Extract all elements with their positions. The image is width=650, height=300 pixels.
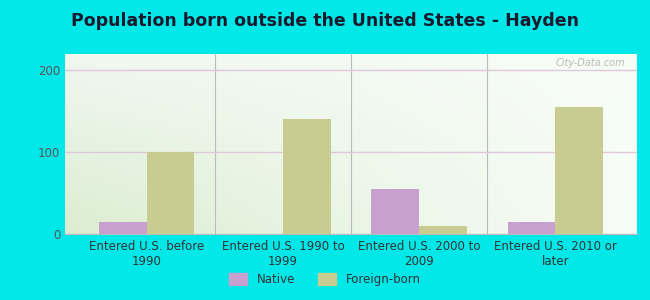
Text: City-Data.com: City-Data.com bbox=[556, 58, 625, 68]
Bar bbox=[371, 189, 419, 234]
Bar bbox=[508, 222, 555, 234]
Legend: Native, Foreign-born: Native, Foreign-born bbox=[225, 268, 425, 291]
Bar bbox=[99, 222, 147, 234]
Bar bbox=[147, 152, 194, 234]
Bar bbox=[555, 107, 603, 234]
Bar bbox=[283, 119, 331, 234]
Text: Population born outside the United States - Hayden: Population born outside the United State… bbox=[71, 12, 579, 30]
Bar bbox=[419, 226, 467, 234]
